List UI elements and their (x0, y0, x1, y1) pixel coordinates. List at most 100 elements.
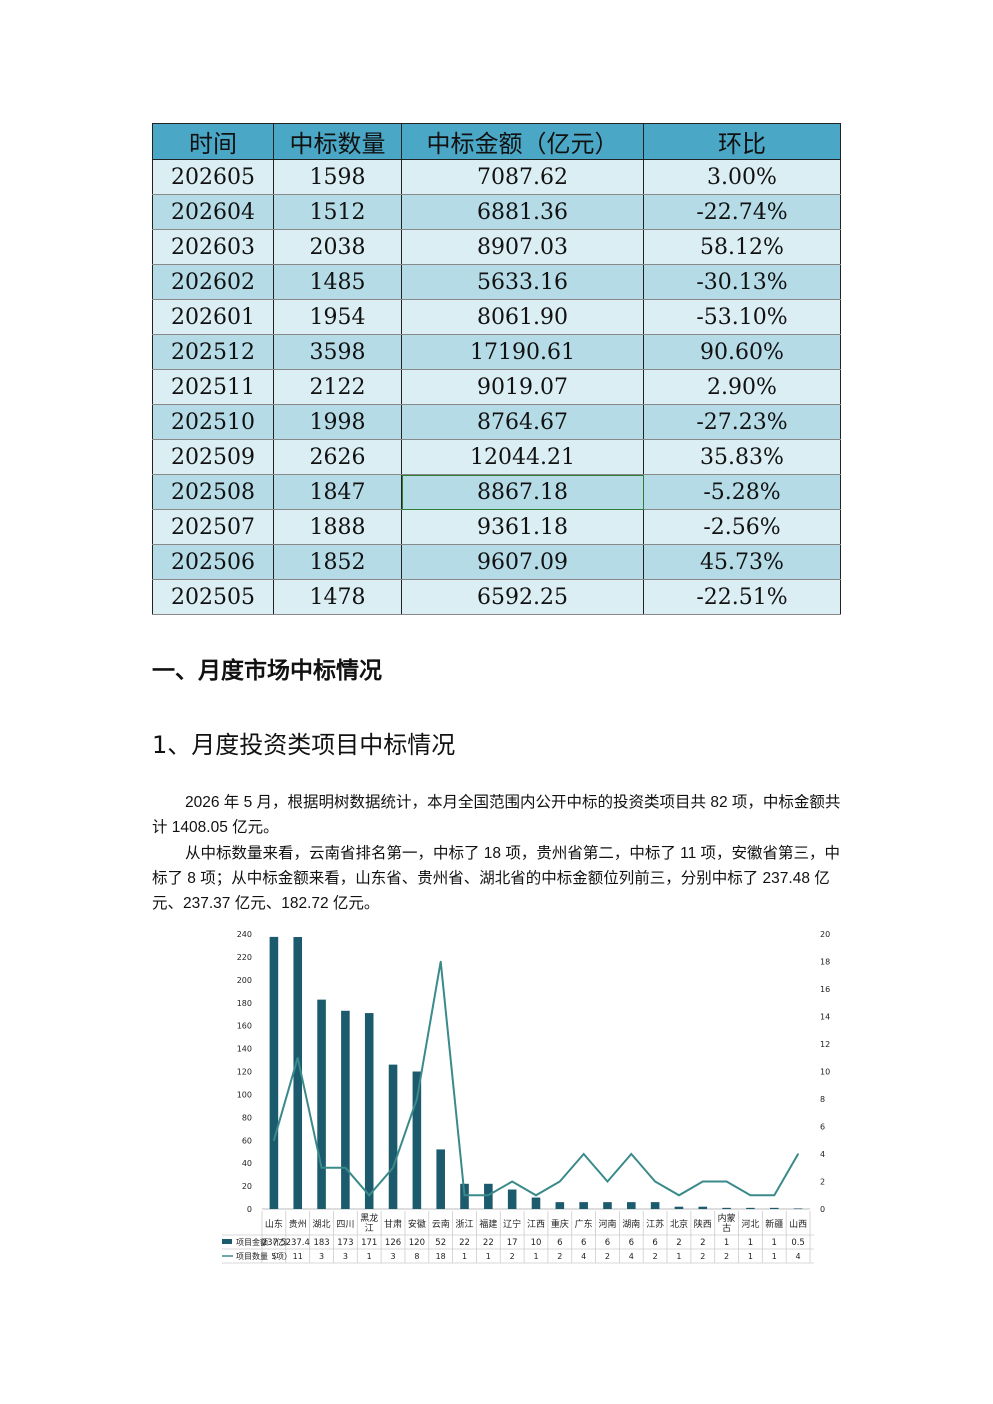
bar-amount (293, 937, 303, 1209)
data-label-count: 2 (653, 1252, 658, 1261)
y-left-tick-label: 180 (237, 999, 252, 1008)
x-tick-label: 古 (722, 1222, 731, 1234)
y-left-tick-label: 160 (237, 1022, 252, 1031)
y-left-tick-label: 0 (247, 1205, 252, 1214)
y-left-tick-label: 120 (237, 1068, 252, 1077)
cell-time: 202605 (152, 159, 274, 195)
legend-label-count: 项目数量（项） (236, 1251, 292, 1261)
table-row: 202505 1478 6592.25 -22.51% (152, 579, 841, 615)
y-left-tick-label: 20 (242, 1182, 252, 1191)
data-label-amount: 22 (459, 1238, 470, 1248)
data-label-amount: 183 (313, 1238, 329, 1248)
data-label-amount: 237.5 (262, 1238, 286, 1248)
cell-time: 202509 (152, 439, 274, 475)
cell-mom: 3.00% (643, 159, 841, 195)
data-label-count: 2 (557, 1252, 562, 1261)
header-amount: 中标金额（亿元） (401, 123, 644, 160)
x-tick-label: 山西 (789, 1219, 807, 1230)
x-tick-label: 北京 (670, 1218, 688, 1230)
cell-amount: 12044.21 (401, 439, 644, 475)
x-tick-label: 河南 (598, 1218, 616, 1230)
cell-mom: -30.13% (643, 264, 841, 300)
data-label-count: 4 (629, 1252, 634, 1261)
data-label-count: 18 (436, 1252, 446, 1261)
bar-amount (793, 1208, 803, 1210)
line-point (725, 1180, 728, 1183)
table-row: 202511 2122 9019.07 2.90% (152, 369, 841, 405)
cell-count: 1954 (273, 299, 402, 335)
header-mom: 环比 (643, 123, 841, 160)
cell-mom: 90.60% (643, 334, 841, 370)
x-tick-label: 甘肃 (384, 1218, 402, 1230)
cell-count: 1852 (273, 544, 402, 580)
header-count: 中标数量 (273, 123, 402, 160)
data-label-amount: 171 (361, 1238, 377, 1248)
y-right-tick-label: 16 (820, 985, 830, 994)
bar-amount (507, 1189, 517, 1209)
y-left-tick-label: 40 (242, 1159, 252, 1168)
data-label-count: 3 (319, 1252, 324, 1261)
line-point (344, 1166, 347, 1169)
line-point (654, 1180, 656, 1183)
data-label-count: 3 (390, 1252, 395, 1261)
data-label-count: 1 (462, 1252, 467, 1261)
x-tick-label: 浙江 (456, 1218, 474, 1230)
cell-mom: 35.83% (643, 439, 841, 475)
cell-count: 1998 (273, 404, 402, 440)
table-row: 202512 3598 17190.61 90.60% (152, 334, 841, 370)
stats-table: 时间 中标数量 中标金额（亿元） 环比 202605 1598 7087.62 3.0… (152, 123, 841, 615)
bar-amount (769, 1207, 779, 1209)
line-point (559, 1180, 561, 1183)
line-point (678, 1194, 680, 1197)
cell-mom: -27.23% (643, 404, 841, 440)
data-label-count: 5 (271, 1252, 276, 1261)
cell-amount: 9019.07 (401, 369, 644, 405)
x-tick-label: 江苏 (646, 1218, 664, 1230)
table-body: 202605 1598 7087.62 3.00% 202604 1512 6881.36-… (152, 159, 841, 615)
x-tick-label: 贵州 (289, 1218, 307, 1230)
cell-time: 202507 (152, 509, 274, 545)
bar-amount (412, 1071, 422, 1209)
x-tick-label: 湖北 (313, 1219, 331, 1230)
legend-swatch-bar (222, 1239, 232, 1244)
cell-amount: 8907.03 (401, 229, 644, 265)
y-right-tick-label: 12 (820, 1040, 830, 1049)
data-label-amount: 173 (337, 1238, 353, 1248)
bar-amount (317, 999, 326, 1209)
cell-mom: 58.12% (643, 229, 841, 265)
x-tick-label: 重庆 (551, 1218, 569, 1230)
line-count (272, 961, 799, 1197)
cell-time: 202603 (152, 229, 274, 265)
legend-label-amount: 项目金额（亿） (236, 1237, 292, 1247)
bar-amount (722, 1207, 731, 1209)
cell-amount: 8764.67 (401, 404, 644, 440)
cell-amount: 7087.62 (401, 159, 644, 195)
data-label-amount: 52 (435, 1238, 446, 1248)
table-row: 202603 2038 8907.03 58.12% (152, 229, 841, 265)
y-right-tick-label: 14 (820, 1013, 830, 1022)
line-point (392, 1166, 394, 1169)
line-point (296, 1056, 299, 1059)
bar-amount (436, 1149, 445, 1209)
data-label-amount: 6 (629, 1238, 634, 1248)
paragraph-summary: 2026 年 5 月，根据明树数据统计，本月全国范围内公开中标的投资类项目共 8… (152, 794, 841, 836)
y-left-tick-label: 80 (242, 1113, 252, 1122)
table-row: 202605 1598 7087.62 3.00% (152, 159, 841, 195)
data-label-count: 1 (748, 1252, 753, 1261)
data-label-count: 1 (533, 1252, 538, 1261)
data-label-count: 1 (772, 1252, 777, 1261)
bar-amount (341, 1010, 350, 1209)
table-row: 202509 2626 12044.21 35.83% (152, 439, 841, 475)
province-chart: 0204060801001201401601802002202400246810… (222, 930, 830, 1264)
cell-mom: -22.51% (643, 579, 841, 615)
table-header-row: 时间 中标数量 中标金额（亿元） 环比 (152, 123, 841, 160)
data-label-amount: 237.4 (286, 1238, 310, 1248)
data-label-count: 1 (486, 1252, 491, 1261)
bar-amount (484, 1183, 493, 1209)
table-row: 202510 1998 8764.67 -27.23% (152, 404, 841, 440)
line-point (630, 1153, 633, 1155)
data-label-amount: 6 (581, 1238, 586, 1248)
line-point (439, 960, 442, 963)
bar-amount (627, 1202, 636, 1209)
data-label-amount: 1 (772, 1238, 777, 1248)
